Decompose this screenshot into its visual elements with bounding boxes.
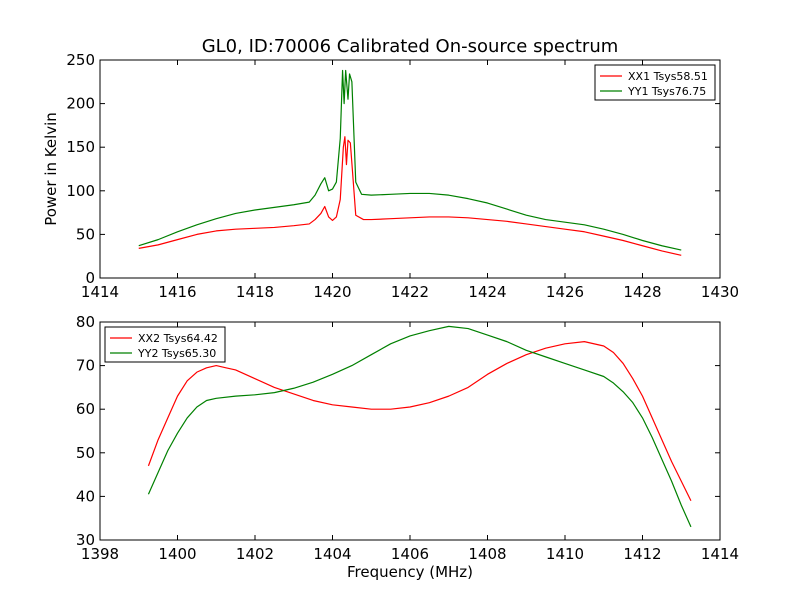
chart-0-xtick-label: 1416	[158, 283, 196, 301]
chart-1-legend-label: XX2 Tsys64.42	[138, 332, 218, 345]
chart-0-ylabel: Power in Kelvin	[42, 112, 60, 226]
chart-0-xtick-label: 1424	[468, 283, 506, 301]
chart-1-ytick-label: 50	[76, 444, 95, 462]
chart-1-legend-box	[104, 326, 226, 363]
chart-1-xtick-label: 1404	[313, 545, 351, 563]
chart-0-legend-box	[594, 64, 716, 101]
chart-0-ytick-label: 200	[66, 95, 95, 113]
chart-0-series-line-1	[138, 69, 682, 251]
chart-1-ytick-label: 40	[76, 487, 95, 505]
chart-0-series-line-0	[138, 136, 682, 256]
chart-1-xtick-label: 1408	[468, 545, 506, 563]
chart-0-ytick-label: 0	[85, 269, 95, 287]
chart-0-legend: XX1 Tsys58.51 YY1 Tsys76.75	[594, 64, 716, 101]
chart-0-ytick-label: 250	[66, 51, 95, 69]
chart-0-xtick-label: 1422	[391, 283, 429, 301]
chart-0-xtick-label: 1418	[236, 283, 274, 301]
chart-0-xtick-label: 1430	[701, 283, 739, 301]
chart-1-series-line-0	[147, 341, 692, 502]
chart-0-ytick-label: 100	[66, 182, 95, 200]
chart-1-legend-label: YY2 Tsys65.30	[137, 347, 216, 360]
chart-1-xlabel: Frequency (MHz)	[347, 563, 473, 581]
chart-0-ytick-label: 50	[76, 225, 95, 243]
chart-1-legend: XX2 Tsys64.42 YY2 Tsys65.30	[104, 326, 226, 363]
chart-0-xtick-label: 1428	[623, 283, 661, 301]
chart-1-series-line-1	[147, 325, 692, 528]
chart-0-xtick-label: 1420	[313, 283, 351, 301]
chart-1-xtick-label: 1410	[546, 545, 584, 563]
chart-1-ytick-label: 80	[76, 313, 95, 331]
chart-0-legend-label: XX1 Tsys58.51	[628, 70, 708, 83]
chart-1-xtick-label: 1402	[236, 545, 274, 563]
bottom-panel: 1398 1400 1402 1404 1406 1408 1410 1412 1414 30 40…	[76, 313, 739, 581]
chart-0-xtick-label: 1426	[546, 283, 584, 301]
figure-title: GL0, ID:70006 Calibrated On-source spect…	[202, 36, 619, 57]
chart-0-legend-label: YY1 Tsys76.75	[627, 85, 706, 98]
chart-0-ytick-label: 150	[66, 138, 95, 156]
chart-1-xtick-label: 1400	[158, 545, 196, 563]
chart-0-xtick-label: 1414	[81, 283, 119, 301]
chart-1-xtick-label: 1414	[701, 545, 739, 563]
top-panel: 1414 1416 1418 1420 1422 1424 1426 1428 1430 0 50 1…	[42, 51, 739, 301]
chart-1-ytick-label: 30	[76, 531, 95, 549]
chart-1-xtick-label: 1398	[81, 545, 119, 563]
chart-1-ytick-label: 70	[76, 357, 95, 375]
chart-1-xtick-label: 1406	[391, 545, 429, 563]
chart-1-xtick-label: 1412	[623, 545, 661, 563]
chart-1-ytick-label: 60	[76, 400, 95, 418]
